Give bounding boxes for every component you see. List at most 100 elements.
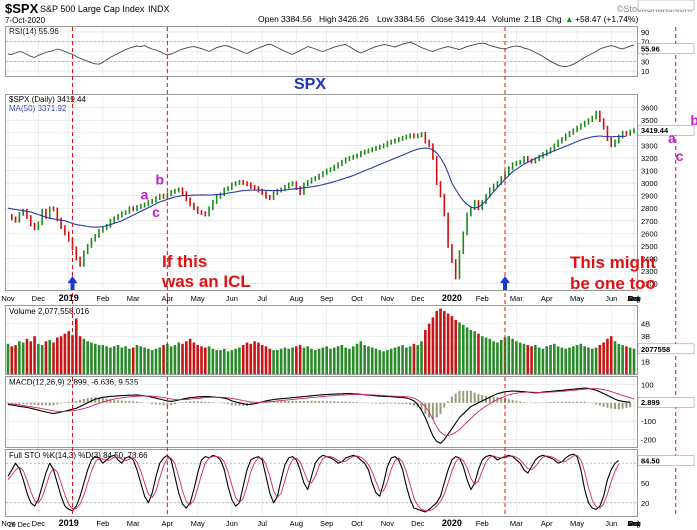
macd-histogram-bar [333, 401, 336, 403]
volume-bar [260, 345, 264, 374]
x-axis-label: Mar [510, 294, 523, 303]
volume-bar [135, 345, 139, 374]
macd-histogram-bar [606, 402, 609, 408]
macd-histogram-bar [287, 400, 290, 403]
macd-histogram-bar [549, 402, 552, 403]
price-tick-label: 2700 [641, 217, 658, 226]
macd-histogram-bar [208, 402, 211, 403]
bottom-x-axis-label: Sep [320, 519, 333, 528]
volume-bar [215, 350, 218, 374]
bottom-x-axis-label: Sep [627, 519, 640, 528]
volume-bar [446, 313, 450, 374]
volume-bar [499, 340, 503, 374]
macd-histogram-bar [10, 402, 13, 404]
macd-histogram-bar [22, 402, 25, 405]
volume-bar [625, 346, 628, 374]
x-axis-label: Nov [381, 294, 395, 303]
rsi-line [7, 41, 635, 68]
macd-histogram-bar [135, 401, 138, 403]
volume-bar [575, 345, 579, 374]
macd-histogram-bar [375, 402, 378, 404]
macd-histogram-bar [492, 396, 495, 403]
volume-bar [63, 333, 67, 374]
legends: RSI(14) 55.96 $SPX (Daily) 3419.44 MA(50… [9, 27, 148, 460]
x-axis-label: May [570, 294, 584, 303]
volume-tick-label: 1B [641, 357, 650, 366]
macd-histogram-bar [454, 393, 457, 403]
macd-histogram-bar [481, 395, 484, 403]
volume-bar [579, 343, 583, 374]
volume-bar [518, 342, 522, 374]
sto-k-line [7, 453, 620, 513]
volume-bar [594, 347, 598, 374]
bottom-x-axis-label: Feb [476, 519, 489, 528]
macd-histogram-bar [473, 392, 476, 403]
bottom-x-axis-label: Nov [381, 519, 395, 528]
volume-bar [424, 329, 427, 374]
volume-bar [219, 350, 222, 374]
volume-bar [359, 341, 363, 374]
volume-bar [541, 348, 545, 374]
volume-tick-label: 4B [641, 320, 650, 329]
volume-bar [226, 351, 230, 374]
volume-bar [526, 345, 530, 374]
macd-histogram-bar [522, 402, 525, 403]
volume-bar [25, 338, 29, 374]
high-label: High [319, 14, 337, 24]
bottom-x-axis-label: Nov [1, 519, 15, 528]
price-tick-label: 2300 [641, 267, 658, 276]
low-label: Low [377, 14, 393, 24]
volume-bar [336, 346, 340, 374]
volume-bar [249, 343, 253, 374]
volume-bar [29, 341, 33, 374]
macd-histogram-bar [200, 401, 203, 403]
x-axis-label: Jun [605, 294, 617, 303]
volume-bar [37, 343, 40, 374]
volume-bar [530, 346, 533, 374]
volume-bar [522, 343, 526, 374]
volume-bar [314, 350, 317, 374]
volume-bar [86, 341, 89, 374]
volume-bar [583, 346, 586, 374]
note-icl-line1: If this [162, 252, 207, 271]
rsi-tick-label: 90 [641, 28, 649, 37]
volume-bar [105, 346, 108, 374]
macd-histogram-bar [44, 402, 47, 406]
rsi-last-value-box [637, 43, 695, 54]
volume-bar [74, 318, 78, 374]
x-axis-label: Oct [351, 294, 364, 303]
sto-legend: Full STO %K(14,3) %D(3) 84.50, 78.66 [9, 451, 148, 460]
volume-bar [48, 340, 52, 374]
bottom-x-axis-label: Oct [351, 519, 364, 528]
macd-histogram-bar [41, 402, 44, 406]
macd-histogram-bar [7, 402, 9, 404]
macd-panel [5, 376, 638, 448]
bottom-x-axis-label: Mar [127, 519, 140, 528]
macd-histogram-bar [299, 400, 302, 403]
macd-histogram-bar [340, 401, 343, 403]
macd-histogram-bar [101, 398, 104, 403]
volume-bar [598, 345, 602, 374]
bottom-x-axis-label: Oct [628, 519, 641, 528]
volume-bar [427, 323, 431, 374]
volume-bar [298, 345, 302, 374]
macd-signal-line [7, 388, 635, 437]
volume-bar [461, 324, 465, 374]
macd-histogram-bar [625, 402, 628, 408]
chg-arrow: ▲ [565, 14, 573, 24]
volume-bar [537, 347, 541, 374]
price-tick-label: 3200 [641, 154, 658, 163]
macd-histogram-bar [302, 400, 305, 403]
volume-bar [67, 331, 71, 374]
macd-histogram-bar [412, 402, 415, 406]
volume-bar [628, 347, 632, 374]
macd-histogram-bar [397, 402, 400, 404]
macd-histogram-bar [614, 402, 617, 410]
macd-histogram-bar [18, 402, 21, 405]
macd-histogram-bar [37, 402, 40, 405]
macd-histogram-bar [124, 400, 127, 403]
spx-annotation: SPX [294, 76, 326, 93]
volume-bar [609, 336, 613, 374]
